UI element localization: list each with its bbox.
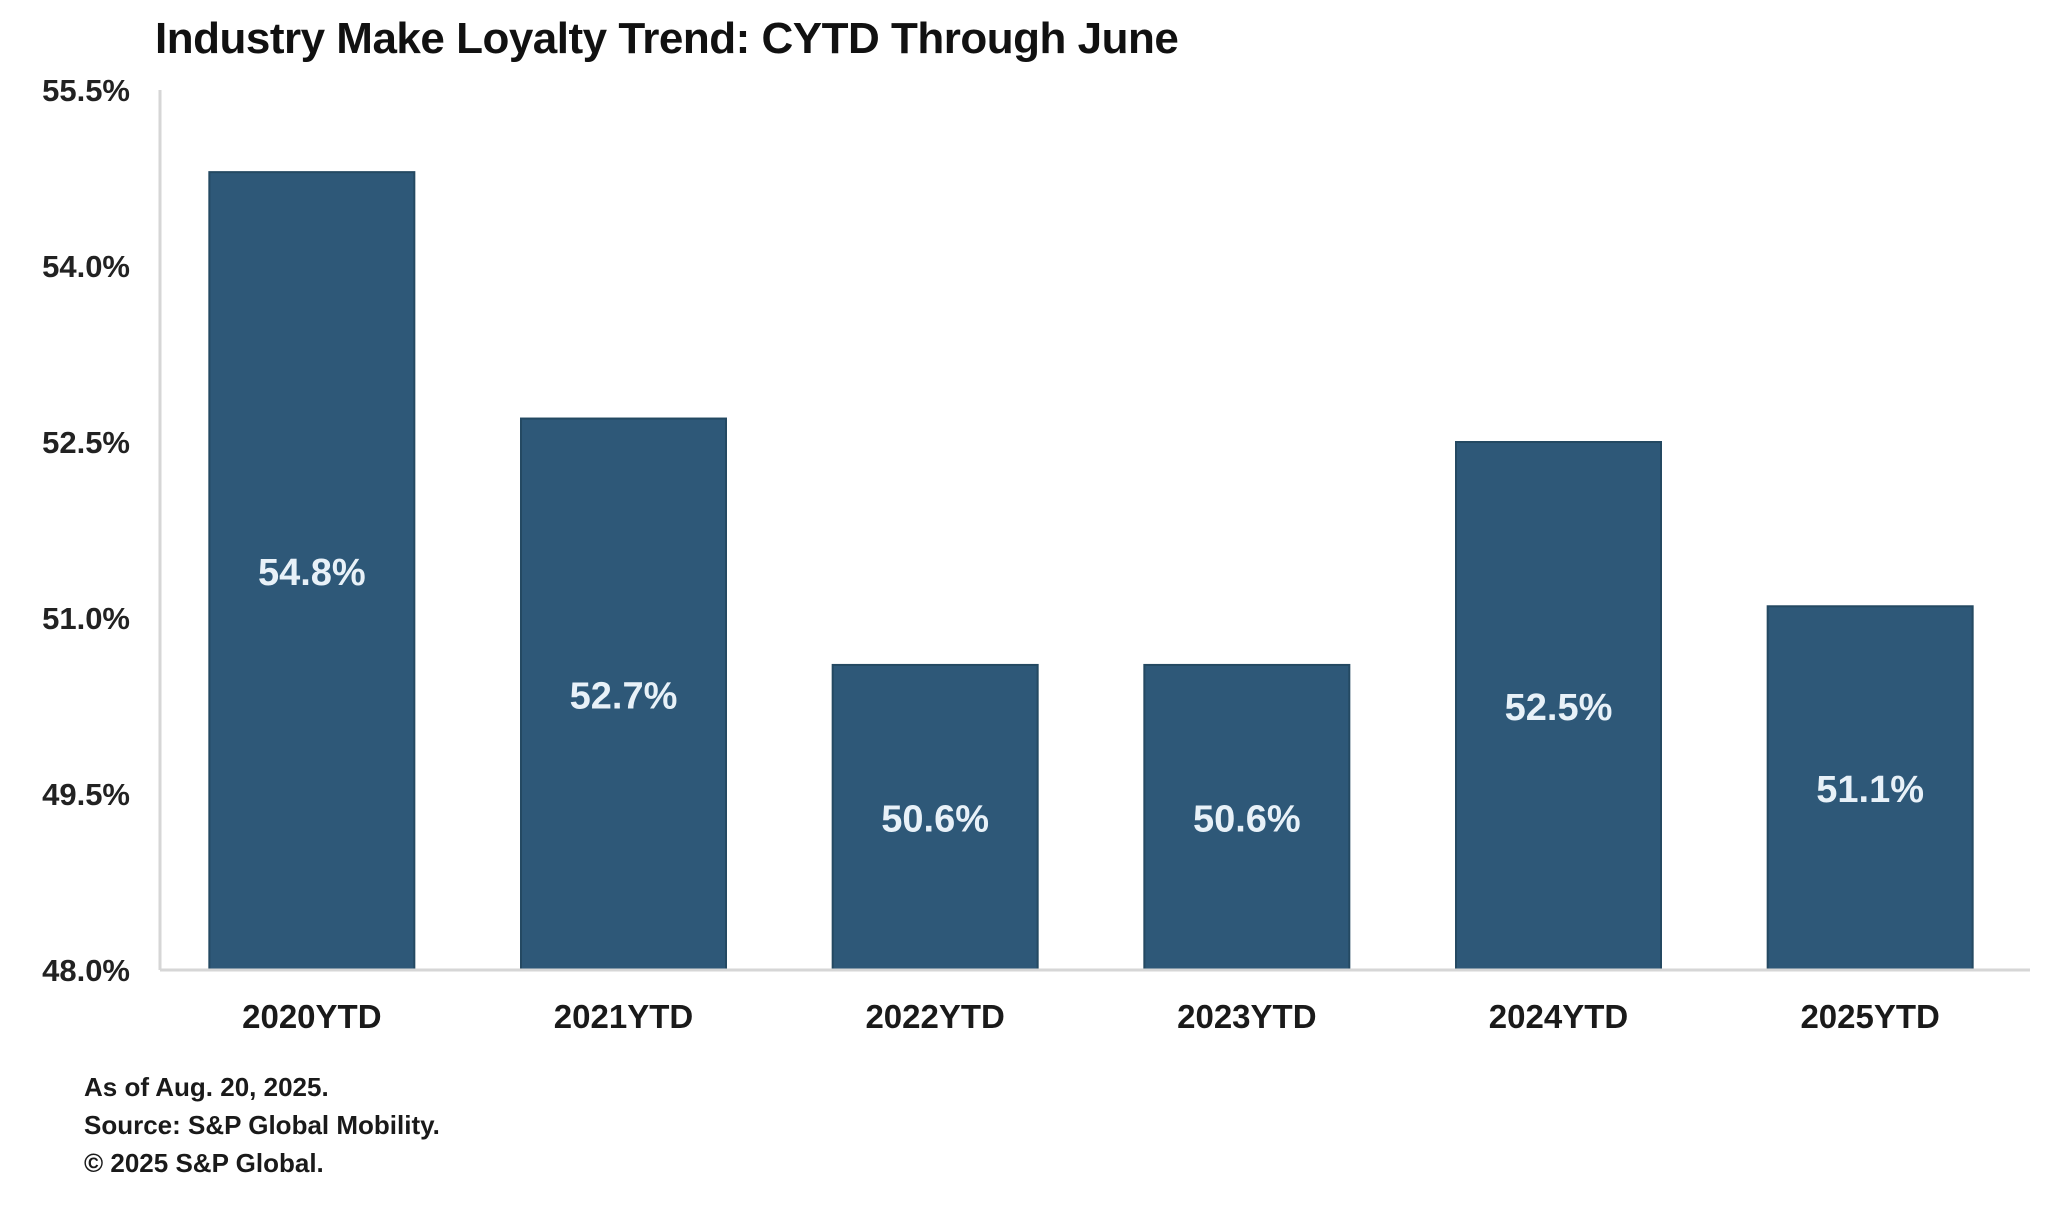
footnotes: As of Aug. 20, 2025. Source: S&P Global … xyxy=(84,1068,440,1182)
bar-data-label: 50.6% xyxy=(1193,798,1301,840)
bar-data-label: 51.1% xyxy=(1816,769,1924,811)
bar xyxy=(831,663,1039,972)
x-tick-label: 2023YTD xyxy=(1177,998,1316,1035)
bar-data-label: 50.6% xyxy=(881,798,989,840)
bar xyxy=(1143,663,1351,972)
bar xyxy=(520,417,727,971)
bars xyxy=(208,171,1974,972)
y-tick-label: 54.0% xyxy=(42,249,130,284)
bar-data-label: 54.8% xyxy=(258,552,366,594)
y-tick-label: 52.5% xyxy=(42,425,130,460)
x-axis-ticks: 2020YTD 2021YTD 2022YTD 2023YTD 2024YTD 2025Y… xyxy=(242,998,1940,1035)
x-tick-label: 2025YTD xyxy=(1800,998,1939,1035)
x-tick-label: 2024YTD xyxy=(1489,998,1628,1035)
y-tick-label: 55.5% xyxy=(42,73,130,108)
bar-data-label: 52.7% xyxy=(570,675,678,717)
footnote-as-of: As of Aug. 20, 2025. xyxy=(84,1072,329,1102)
bar-data-labels: 54.8% 52.7% 50.6% 50.6% 52.5% 51.1% xyxy=(258,552,1924,840)
footnote-source: Source: S&P Global Mobility. xyxy=(84,1110,440,1140)
y-axis-ticks: 48.0% 49.5% 51.0% 52.5% 54.0% 55.5% xyxy=(42,73,130,988)
x-tick-label: 2022YTD xyxy=(865,998,1004,1035)
footnote-copyright: © 2025 S&P Global. xyxy=(84,1148,324,1178)
chart-title: Industry Make Loyalty Trend: CYTD Throug… xyxy=(155,14,1179,63)
y-tick-label: 49.5% xyxy=(42,777,130,812)
x-tick-label: 2020YTD xyxy=(242,998,381,1035)
x-tick-label: 2021YTD xyxy=(554,998,693,1035)
y-tick-label: 51.0% xyxy=(42,601,130,636)
bar xyxy=(208,171,416,971)
bar-data-label: 52.5% xyxy=(1505,687,1613,729)
y-tick-label: 48.0% xyxy=(42,953,130,988)
